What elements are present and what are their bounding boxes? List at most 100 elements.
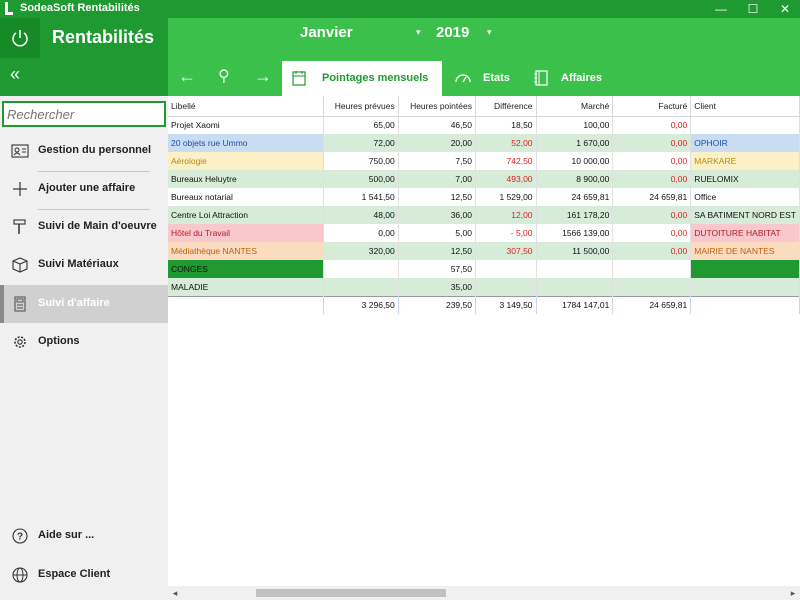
cell-heures-pointees[interactable]: 7,50 (398, 152, 476, 170)
cell-client[interactable]: DUTOITURE HABITAT (690, 224, 800, 242)
cell-marche[interactable]: 24 659,81 (536, 188, 614, 206)
cell-facture[interactable] (612, 260, 692, 278)
cell-difference[interactable]: 307,50 (475, 242, 537, 260)
sidebar-item-ajouter-affaire[interactable]: Ajouter une affaire (0, 170, 168, 208)
cell-client[interactable] (690, 278, 800, 296)
year-select[interactable]: 2019 (436, 24, 470, 41)
scroll-left-icon[interactable]: ◂ (172, 588, 178, 598)
cell-heures-pointees[interactable]: 46,50 (398, 116, 476, 134)
cell-difference[interactable]: - 5,00 (475, 224, 537, 242)
cell-heures-pointees[interactable]: 12,50 (398, 242, 476, 260)
cell-heures-prevues[interactable]: 48,00 (323, 206, 399, 224)
cell-heures-prevues[interactable]: 72,00 (323, 134, 399, 152)
cell-heures-pointees[interactable]: 12,50 (398, 188, 476, 206)
sidebar-item-options[interactable]: Options (0, 323, 168, 361)
cell-libelle[interactable]: Projet Xaomi (168, 116, 325, 134)
table-row[interactable]: Aérologie 750,00 7,50 742,50 10 000,00 0… (168, 152, 800, 170)
table-row[interactable]: Projet Xaomi 65,00 46,50 18,50 100,00 0,… (168, 116, 800, 134)
cell-facture[interactable]: 0,00 (612, 152, 692, 170)
table-row[interactable]: Hôtel du Travail 0,00 5,00 - 5,00 1566 1… (168, 224, 800, 242)
cell-difference[interactable]: 493,00 (475, 170, 537, 188)
sidebar-item-suivi-main-oeuvre[interactable]: Suivi de Main d'oeuvre (0, 208, 168, 246)
cell-facture[interactable]: 0,00 (612, 242, 692, 260)
cell-marche[interactable]: 100,00 (536, 116, 614, 134)
pin-icon[interactable]: ⚲ (218, 68, 230, 85)
tab-pointages-mensuels[interactable]: Pointages mensuels (282, 61, 442, 96)
cell-marche[interactable]: 8 900,00 (536, 170, 614, 188)
cell-facture[interactable] (612, 278, 692, 296)
search-input[interactable] (4, 103, 164, 125)
cell-libelle[interactable]: Centre Loi Attraction (168, 206, 325, 224)
cell-facture[interactable]: 0,00 (612, 134, 692, 152)
cell-facture[interactable]: 0,00 (612, 170, 692, 188)
search-box[interactable] (2, 101, 166, 127)
cell-marche[interactable]: 161 178,20 (536, 206, 614, 224)
cell-marche[interactable]: 1 670,00 (536, 134, 614, 152)
cell-libelle[interactable]: Hôtel du Travail (168, 224, 325, 242)
year-caret-icon[interactable]: ▾ (487, 27, 492, 37)
table-row[interactable]: Médiathèque NANTES 320,00 12,50 307,50 1… (168, 242, 800, 260)
cell-heures-prevues[interactable]: 0,00 (323, 224, 399, 242)
cell-client[interactable]: MAIRIE DE NANTES (690, 242, 800, 260)
cell-heures-pointees[interactable]: 36,00 (398, 206, 476, 224)
sidebar-item-suivi-affaire[interactable]: Suivi d'affaire (0, 285, 168, 323)
cell-facture[interactable]: 0,00 (612, 206, 692, 224)
column-header-heures-pointees[interactable]: Heures pointées (398, 96, 476, 117)
sidebar-item-aide[interactable]: ? Aide sur ... (0, 517, 168, 555)
collapse-sidebar-button[interactable]: « (10, 64, 21, 84)
cell-facture[interactable]: 24 659,81 (612, 188, 692, 206)
table-row[interactable]: Bureaux notarial 1 541,50 12,50 1 529,00… (168, 188, 800, 206)
sidebar-item-gestion-personnel[interactable]: Gestion du personnel (0, 132, 168, 170)
cell-heures-prevues[interactable] (323, 260, 399, 278)
cell-heures-prevues[interactable]: 65,00 (323, 116, 399, 134)
cell-difference[interactable]: 52,00 (475, 134, 537, 152)
cell-libelle[interactable]: CONGES (168, 260, 325, 278)
cell-difference[interactable]: 18,50 (475, 116, 537, 134)
month-select[interactable]: Janvier (300, 24, 353, 41)
cell-marche[interactable]: 1566 139,00 (536, 224, 614, 242)
cell-heures-pointees[interactable]: 35,00 (398, 278, 476, 296)
tab-affaires[interactable]: Affaires (528, 61, 612, 96)
forward-arrow-icon[interactable]: → (254, 66, 272, 86)
cell-difference[interactable] (475, 278, 537, 296)
column-header-facture[interactable]: Facturé (612, 96, 692, 117)
scrollbar-thumb[interactable] (256, 589, 446, 597)
maximize-button[interactable]: ☐ (747, 2, 759, 16)
cell-difference[interactable] (475, 260, 537, 278)
tab-etats[interactable]: Etats (450, 61, 524, 96)
cell-libelle[interactable]: Aérologie (168, 152, 325, 170)
cell-heures-pointees[interactable]: 20,00 (398, 134, 476, 152)
power-button[interactable] (0, 18, 40, 58)
horizontal-scrollbar[interactable]: ◂ ▸ (168, 586, 800, 600)
cell-heures-prevues[interactable]: 500,00 (323, 170, 399, 188)
column-header-marche[interactable]: Marché (536, 96, 614, 117)
cell-heures-pointees[interactable]: 57,50 (398, 260, 476, 278)
table-row[interactable]: 20 objets rue Ummo 72,00 20,00 52,00 1 6… (168, 134, 800, 152)
sidebar-item-suivi-materiaux[interactable]: Suivi Matériaux (0, 246, 168, 284)
cell-libelle[interactable]: Médiathèque NANTES (168, 242, 325, 260)
cell-difference[interactable]: 742,50 (475, 152, 537, 170)
cell-libelle[interactable]: MALADIE (168, 278, 325, 296)
scroll-right-icon[interactable]: ▸ (790, 588, 796, 598)
table-row[interactable]: Centre Loi Attraction 48,00 36,00 12,00 … (168, 206, 800, 224)
sidebar-item-espace-client[interactable]: Espace Client (0, 556, 168, 594)
cell-heures-prevues[interactable]: 750,00 (323, 152, 399, 170)
column-header-libelle[interactable]: Libellé (168, 96, 325, 117)
cell-difference[interactable]: 1 529,00 (475, 188, 537, 206)
month-caret-icon[interactable]: ▾ (416, 27, 421, 37)
cell-libelle[interactable]: 20 objets rue Ummo (168, 134, 325, 152)
cell-heures-pointees[interactable]: 7,00 (398, 170, 476, 188)
back-arrow-icon[interactable]: ← (178, 66, 196, 86)
table-row[interactable]: Bureaux Heluytre 500,00 7,00 493,00 8 90… (168, 170, 800, 188)
cell-heures-prevues[interactable] (323, 278, 399, 296)
cell-client[interactable]: MARKARE (690, 152, 800, 170)
cell-marche[interactable] (536, 260, 614, 278)
cell-heures-prevues[interactable]: 1 541,50 (323, 188, 399, 206)
close-button[interactable]: ✕ (779, 2, 791, 16)
cell-marche[interactable] (536, 278, 614, 296)
cell-marche[interactable]: 10 000,00 (536, 152, 614, 170)
cell-libelle[interactable]: Bureaux Heluytre (168, 170, 325, 188)
cell-client[interactable] (690, 260, 800, 278)
table-row[interactable]: CONGES 57,50 (168, 260, 800, 278)
minimize-button[interactable]: — (715, 2, 727, 16)
